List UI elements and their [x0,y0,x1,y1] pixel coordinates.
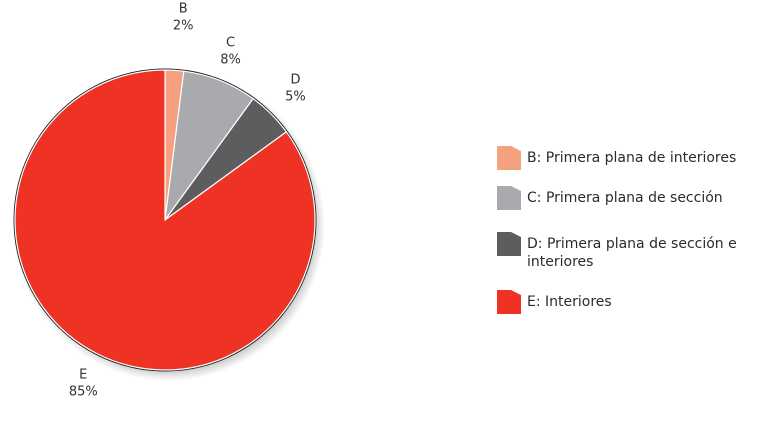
legend-swatch-d [497,232,521,256]
slice-label-d-percent: 5% [285,90,306,105]
legend-label-e: E: Interiores [527,294,612,310]
legend-label-d: D: Primera plana de sección e interiores [527,236,737,270]
legend-swatch-c [497,186,521,210]
pie-slice-e [14,69,316,371]
legend-swatch-notch [511,232,521,237]
legend-swatch-b [497,146,521,170]
slice-label-e-key: E [79,367,87,382]
slice-label-c-percent: 8% [220,52,241,67]
legend-label-c: C: Primera plana de sección [527,190,723,206]
slice-label-b-percent: 2% [173,18,194,33]
slice-label-e-percent: 85% [69,384,98,399]
legend-item-e: E: Interiores [497,290,612,314]
legend-item-c: C: Primera plana de sección [497,186,723,210]
legend-label-b: B: Primera plana de interiores [527,150,736,166]
slice-label-b-key: B [179,1,188,16]
legend-swatch-e [497,290,521,314]
legend-item-d: D: Primera plana de sección e interiores [497,232,737,270]
legend-swatch-notch [511,186,521,191]
legend-item-b: B: Primera plana de interiores [497,146,736,170]
slice-label-c-key: C [226,35,235,50]
legend: B: Primera plana de interiores C: Primera… [497,146,737,314]
legend-swatch-notch [511,146,521,151]
legend-swatch-notch [511,290,521,295]
slice-label-d-key: D [290,73,300,88]
pie-group [13,68,325,381]
slice-labels: B 2% C 8% D 5% E 85% [69,1,306,399]
